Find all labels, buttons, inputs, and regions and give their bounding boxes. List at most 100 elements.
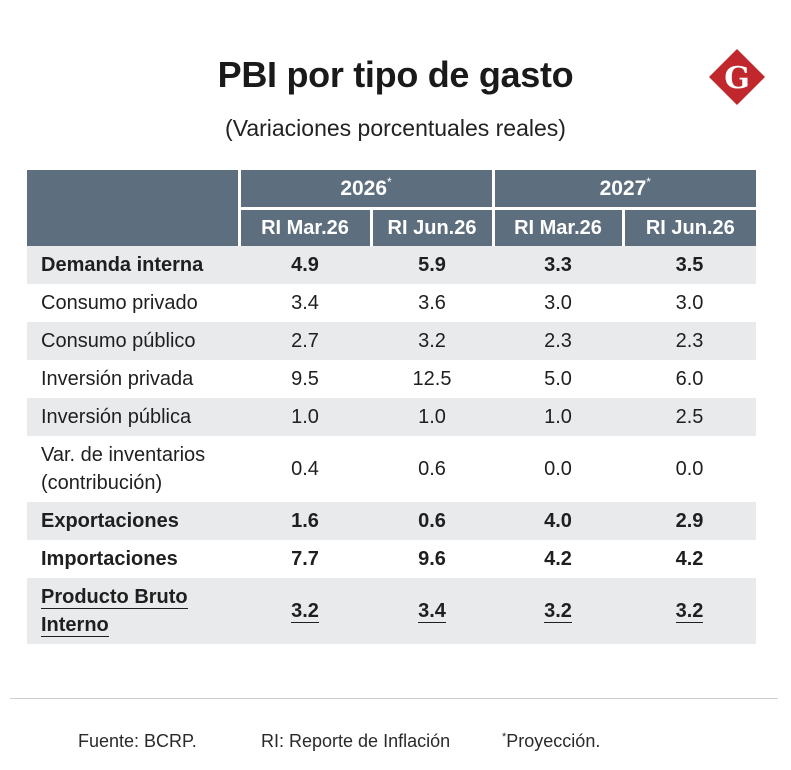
data-cell: 7.7 xyxy=(239,540,371,578)
cell-value: 4.2 xyxy=(544,547,572,570)
row-label: Importaciones xyxy=(27,540,239,578)
data-cell: 1.6 xyxy=(239,502,371,540)
row-label-line: Producto Bruto xyxy=(41,586,188,609)
column-header: RI Jun.26 xyxy=(623,208,757,246)
chart-subtitle: (Variaciones porcentuales reales) xyxy=(225,115,566,141)
data-cell: 12.5 xyxy=(371,360,493,398)
data-cell: 2.5 xyxy=(623,398,757,436)
column-header: RI Mar.26 xyxy=(493,208,625,246)
table-row: Producto Bruto Interno 3.2 3.4 3.2 3.2 xyxy=(27,578,757,644)
data-cell: 4.9 xyxy=(239,246,371,284)
data-cell: 3.4 xyxy=(371,578,494,644)
data-cell: 0.6 xyxy=(371,436,493,502)
chart-title: PBI por tipo de gasto xyxy=(217,54,574,95)
year-header-2027: 2027* xyxy=(493,170,757,210)
row-label-line: (contribución) xyxy=(41,472,163,494)
data-cell: 5.9 xyxy=(371,246,494,284)
row-label: Producto Bruto Interno xyxy=(27,578,239,644)
cell-value: 3.4 xyxy=(418,599,446,623)
cell-value: 3.6 xyxy=(418,291,446,314)
data-cell: 2.3 xyxy=(493,322,624,360)
row-label: Consumo privado xyxy=(27,284,239,322)
cell-value: 2.5 xyxy=(675,405,704,428)
cell-value: 3.2 xyxy=(291,599,319,623)
data-cell: 4.0 xyxy=(493,502,624,540)
data-cell: 1.0 xyxy=(239,398,371,436)
data-cell: 4.2 xyxy=(623,540,756,578)
data-cell: 2.3 xyxy=(623,322,757,360)
column-header: RI Mar.26 xyxy=(239,208,373,246)
cell-value: 4.9 xyxy=(291,253,319,276)
row-label-line: Consumo público xyxy=(41,330,196,352)
cell-value: 3.2 xyxy=(544,599,572,623)
cell-value: 1.0 xyxy=(418,405,446,428)
row-label: Exportaciones xyxy=(27,502,239,540)
row-label-line: Var. de inventarios xyxy=(41,444,206,466)
cell-value: 2.9 xyxy=(675,509,704,532)
gestion-logo-icon: G xyxy=(709,49,765,105)
data-cell: 3.0 xyxy=(623,284,756,322)
svg-text:G: G xyxy=(724,61,750,96)
cell-value: 4.0 xyxy=(544,509,572,532)
row-label-line: Importaciones xyxy=(41,548,178,570)
row-label-line: Interno xyxy=(41,614,109,637)
data-cell: 0.0 xyxy=(623,436,756,502)
row-label: Inversión privada xyxy=(27,360,239,398)
data-cell: 3.2 xyxy=(623,578,757,644)
cell-value: 0.0 xyxy=(544,457,572,480)
cell-value: 2.3 xyxy=(675,329,704,352)
table-row: Consumo público 2.7 3.2 2.3 2.3 xyxy=(27,322,757,360)
data-cell: 3.2 xyxy=(493,578,624,644)
data-cell: 3.0 xyxy=(493,284,623,322)
data-cell: 3.2 xyxy=(239,578,371,644)
data-cell: 2.7 xyxy=(239,322,371,360)
cell-value: 3.3 xyxy=(544,253,572,276)
data-cell: 3.4 xyxy=(239,284,371,322)
data-cell: 3.2 xyxy=(371,322,494,360)
data-cell: 9.6 xyxy=(371,540,493,578)
cell-value: 0.0 xyxy=(675,457,704,480)
cell-value: 12.5 xyxy=(412,367,452,390)
row-label-line: Demanda interna xyxy=(41,254,204,276)
row-label: Demanda interna xyxy=(27,246,239,284)
row-label-line: Consumo privado xyxy=(41,292,198,314)
row-label-line: Inversión pública xyxy=(41,406,192,428)
table-row: Inversión pública 1.0 1.0 1.0 2.5 xyxy=(27,398,757,436)
data-cell: 9.5 xyxy=(239,360,371,398)
cell-value: 0.6 xyxy=(418,509,446,532)
cell-value: 3.2 xyxy=(675,599,704,623)
data-cell: 2.9 xyxy=(623,502,757,540)
cell-value: 1.0 xyxy=(291,405,319,428)
cell-value: 1.6 xyxy=(291,509,319,532)
cell-value: 3.2 xyxy=(418,329,446,352)
table-row: Importaciones 7.7 9.6 4.2 4.2 xyxy=(27,540,756,578)
row-label: Consumo público xyxy=(27,322,239,360)
cell-value: 7.7 xyxy=(291,547,319,570)
data-cell: 1.0 xyxy=(493,398,624,436)
data-cell: 0.0 xyxy=(493,436,623,502)
cell-value: 5.9 xyxy=(418,253,446,276)
row-label-line: Inversión privada xyxy=(41,368,194,390)
data-cell: 6.0 xyxy=(623,360,756,398)
cell-value: 0.6 xyxy=(418,457,446,480)
source-note: Fuente: BCRP. xyxy=(78,731,197,751)
cell-value: 9.6 xyxy=(418,547,446,570)
data-cell: 3.5 xyxy=(623,246,757,284)
data-cell: 3.6 xyxy=(371,284,493,322)
table-row: Inversión privada 9.5 12.5 5.0 6.0 xyxy=(27,360,756,398)
table-row: Consumo privado 3.4 3.6 3.0 3.0 xyxy=(27,284,756,322)
header-corner xyxy=(27,170,241,246)
data-cell: 3.3 xyxy=(493,246,624,284)
cell-value: 2.7 xyxy=(291,329,319,352)
data-cell: 4.2 xyxy=(493,540,623,578)
cell-value: 1.0 xyxy=(544,405,572,428)
cell-value: 3.0 xyxy=(675,291,704,314)
table-row: Exportaciones 1.6 0.6 4.0 2.9 xyxy=(27,502,757,540)
column-header: RI Jun.26 xyxy=(371,208,495,246)
cell-value: 3.0 xyxy=(544,291,572,314)
cell-value: 9.5 xyxy=(291,367,319,390)
cell-value: 4.2 xyxy=(675,547,704,570)
gdp-table: 2026* 2027* RI Mar.26 RI Jun.26 RI Mar.2… xyxy=(27,170,757,644)
ri-note: RI: Reporte de Inflación xyxy=(261,731,451,751)
cell-value: 6.0 xyxy=(675,367,704,390)
